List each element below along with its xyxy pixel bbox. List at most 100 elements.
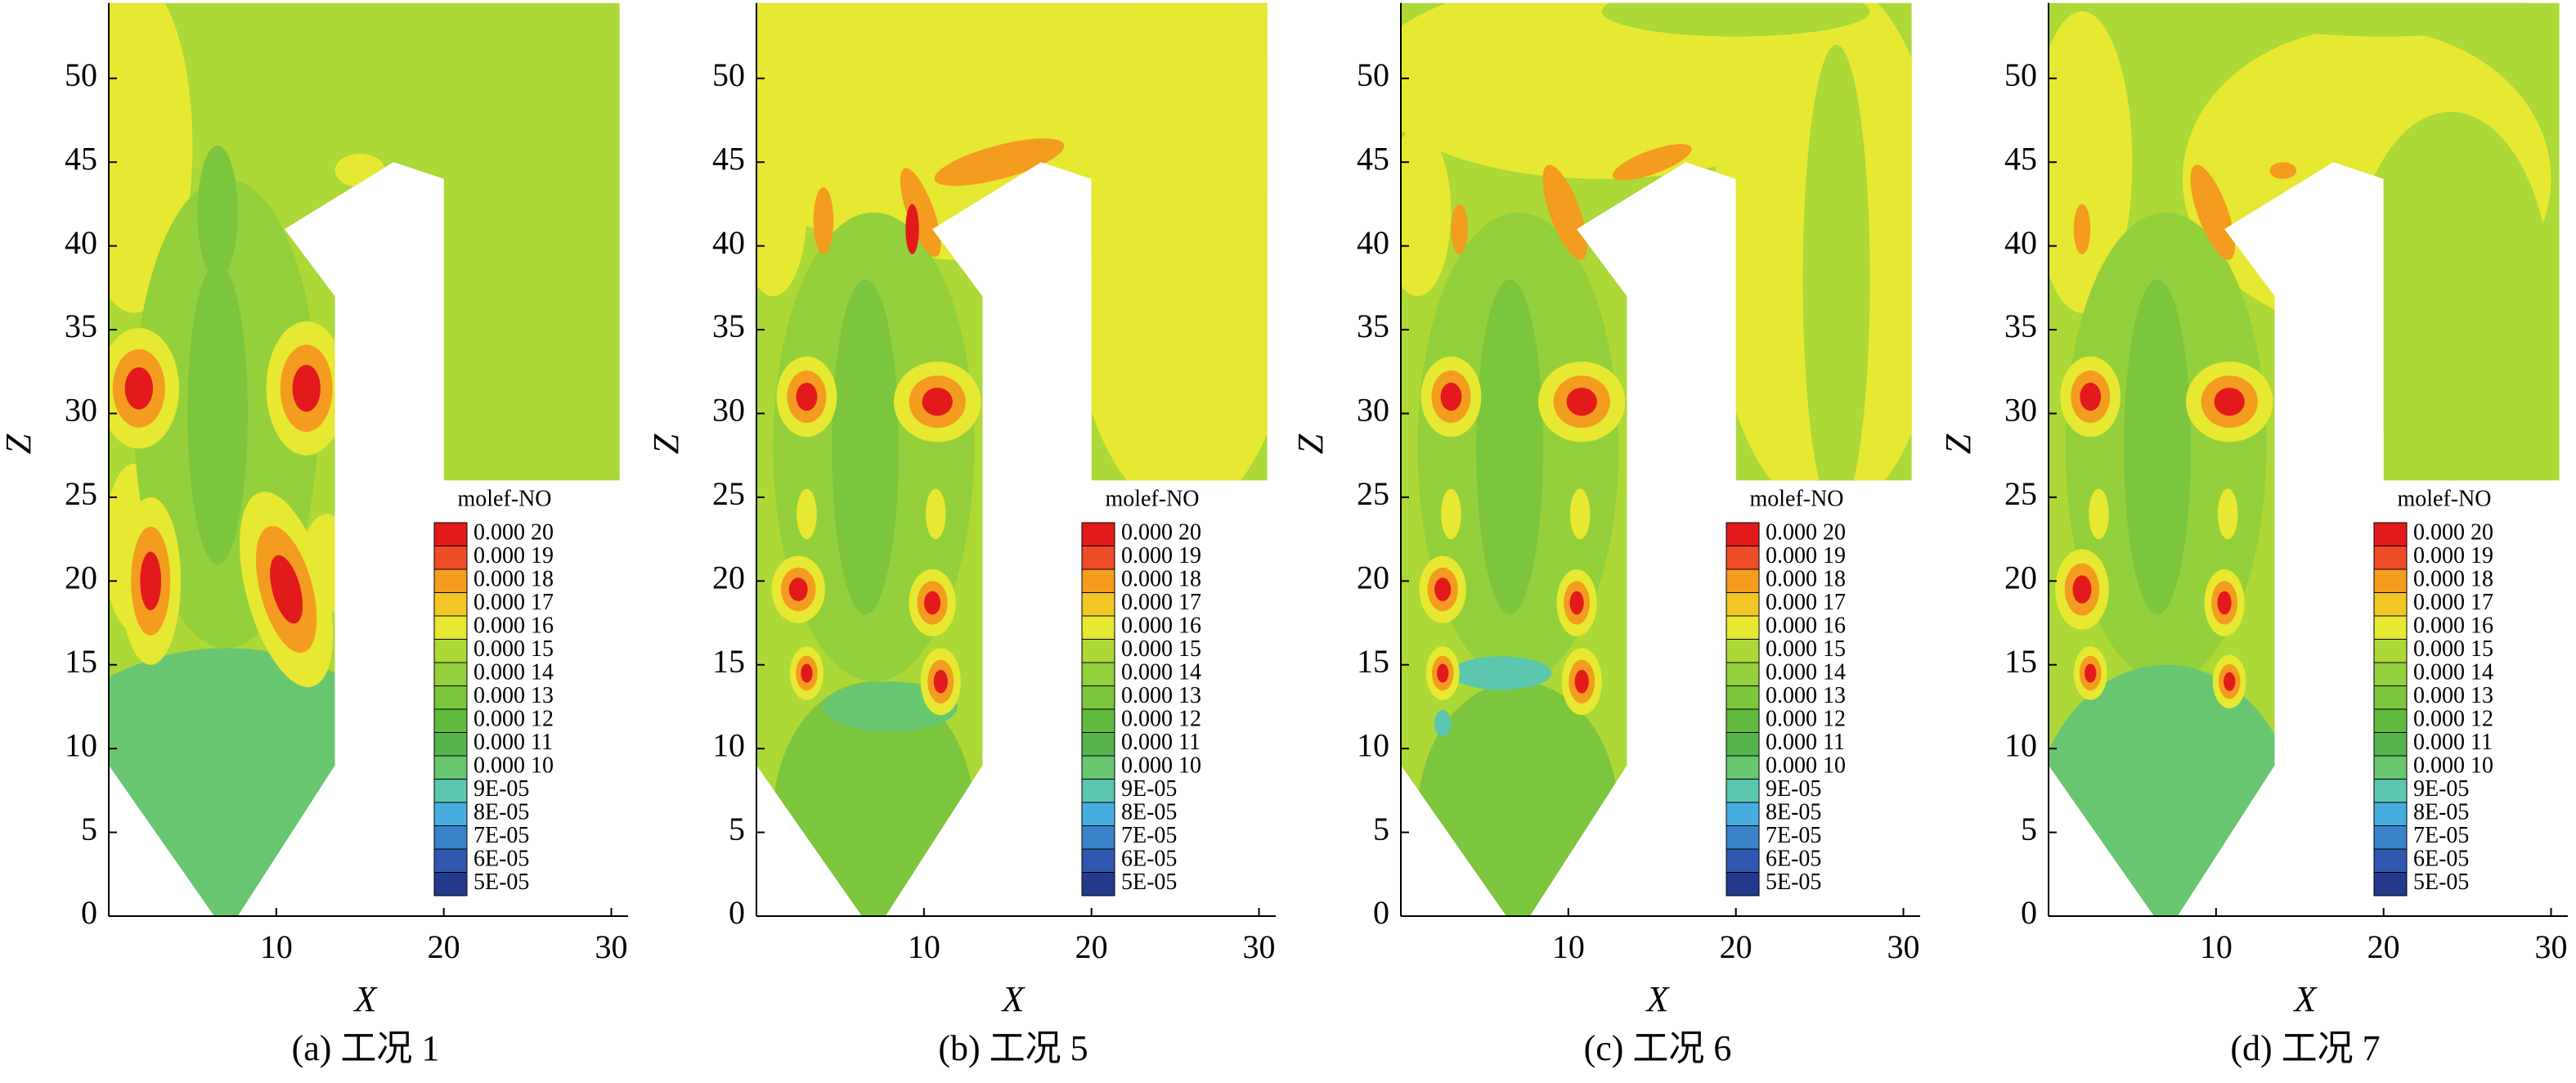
y-tick-label: 25 <box>65 475 97 512</box>
legend-swatch <box>433 639 468 663</box>
y-tick-label: 50 <box>712 56 745 93</box>
legend-swatch <box>1726 592 1760 617</box>
legend-swatch <box>1081 732 1115 757</box>
contour-region <box>2217 488 2238 540</box>
y-tick-label: 30 <box>1357 392 1389 429</box>
legend-label: 7E-05 <box>1766 823 1821 848</box>
legend-swatch <box>2373 848 2408 873</box>
legend-label: 8E-05 <box>2413 799 2469 825</box>
legend-swatch <box>1081 546 1115 570</box>
y-tick-label: 40 <box>1357 224 1389 261</box>
legend-label: 0.000 19 <box>473 543 554 568</box>
y-tick-label: 35 <box>1357 308 1389 344</box>
contour-region <box>2349 111 2551 481</box>
legend-swatch <box>433 708 468 733</box>
y-tick-label: 15 <box>65 643 97 680</box>
y-tick-label: 0 <box>81 894 97 931</box>
y-tick-label: 35 <box>2004 308 2037 344</box>
panel: 0 5 10 15 20 25 30 35 40 45 50 10 20 30 X Z (b) 工况 5 mole… <box>646 2 1276 1068</box>
contour-region <box>2124 279 2192 615</box>
legend-swatch <box>2373 825 2408 850</box>
x-tick-label: 10 <box>260 928 293 965</box>
y-tick-label: 25 <box>712 475 745 512</box>
legend-swatch <box>2373 639 2408 663</box>
x-axis-label: X <box>1645 979 1671 1019</box>
legend-label: 0.000 20 <box>1121 519 1201 545</box>
y-tick-label: 20 <box>1357 559 1389 595</box>
legend-swatch <box>1081 779 1115 803</box>
y-axis-label: Z <box>1290 434 1331 454</box>
contour-region <box>1476 279 1544 615</box>
legend-label: 0.000 20 <box>1766 519 1846 545</box>
x-tick-label: 20 <box>1075 928 1108 965</box>
legend-swatch <box>1726 546 1760 570</box>
contour-region <box>2080 382 2102 411</box>
contour-region <box>934 138 1065 186</box>
legend-label: 0.000 17 <box>1121 590 1201 615</box>
y-tick-label: 45 <box>2004 140 2037 177</box>
legend-label: 0.000 17 <box>473 590 554 615</box>
legend-swatch <box>1726 755 1760 780</box>
legend-label: 5E-05 <box>1766 870 1821 895</box>
legend-swatch <box>1081 708 1115 733</box>
contour-region <box>933 669 948 694</box>
legend-label: 0.000 10 <box>1766 753 1846 778</box>
contour-region <box>924 591 941 615</box>
legend-label: 0.000 10 <box>473 753 554 778</box>
legend-swatch <box>1081 592 1115 617</box>
legend-swatch <box>2373 592 2408 617</box>
legend-label: 0.000 12 <box>473 706 554 731</box>
y-tick-label: 10 <box>712 726 745 763</box>
contour-region <box>925 488 946 540</box>
y-tick-label: 40 <box>2004 224 2037 261</box>
y-tick-label: 45 <box>1357 140 1389 177</box>
legend-swatch <box>433 802 468 826</box>
x-tick-label: 30 <box>1887 928 1920 965</box>
legend-swatch <box>1726 639 1760 663</box>
legend-swatch <box>1726 615 1760 640</box>
caption: (d) 工况 7 <box>2230 1028 2380 1068</box>
y-tick-label: 30 <box>65 392 97 429</box>
legend-label: 0.000 20 <box>2413 519 2493 545</box>
contour-region <box>1569 488 1591 540</box>
contour-region <box>334 153 385 187</box>
contour-region <box>2224 672 2236 691</box>
contour-region <box>292 365 321 412</box>
legend-label: 0.000 11 <box>473 730 553 755</box>
x-tick-label: 20 <box>2367 928 2400 965</box>
legend-title: molef-NO <box>1105 486 1199 511</box>
x-tick-label: 30 <box>1243 928 1276 965</box>
legend-label: 0.000 10 <box>2413 753 2493 778</box>
contour-region <box>905 204 919 254</box>
y-tick-label: 20 <box>65 559 97 595</box>
caption: (c) 工况 6 <box>1584 1028 1732 1068</box>
contour-region <box>797 488 817 540</box>
legend-label: 0.000 16 <box>1121 613 1201 638</box>
legend-swatch <box>1081 755 1115 780</box>
contour-region <box>796 382 818 411</box>
contour-region <box>1569 591 1584 615</box>
contour-region <box>756 128 807 297</box>
contour-region <box>2269 162 2297 179</box>
contour-region <box>187 263 249 564</box>
legend-swatch <box>433 685 468 710</box>
y-tick-label: 50 <box>2004 56 2037 93</box>
contour-region <box>788 577 808 601</box>
legend-swatch <box>433 779 468 803</box>
legend-swatch <box>433 592 468 617</box>
contour-region <box>1566 387 1597 416</box>
x-tick-label: 20 <box>428 928 460 965</box>
legend-swatch <box>2373 546 2408 570</box>
y-axis-label: Z <box>1938 434 1978 454</box>
legend-swatch <box>1726 779 1760 803</box>
legend-swatch <box>1081 802 1115 826</box>
legend-swatch <box>433 732 468 757</box>
contour-region <box>109 2 193 313</box>
y-tick-label: 25 <box>1357 475 1389 512</box>
y-tick-label: 10 <box>2004 726 2037 763</box>
legend-swatch <box>2373 568 2408 593</box>
legend-label: 0.000 18 <box>473 566 554 591</box>
legend-swatch <box>2373 685 2408 710</box>
contour-region <box>2073 204 2091 254</box>
